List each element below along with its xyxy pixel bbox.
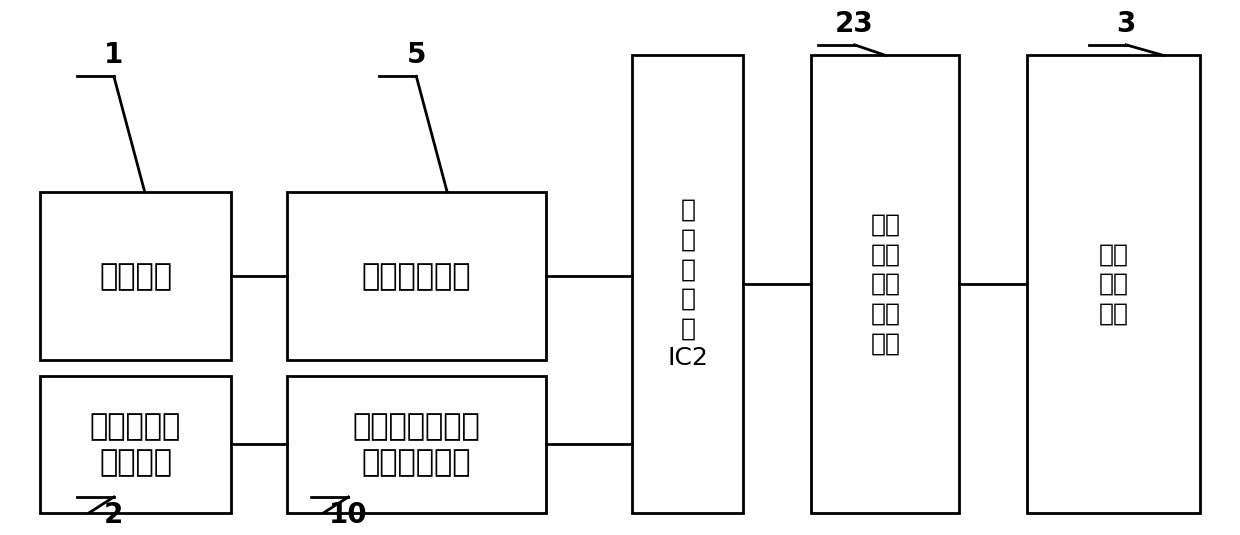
Bar xyxy=(632,55,744,513)
Bar xyxy=(286,192,546,360)
Text: 1: 1 xyxy=(104,41,124,70)
Bar xyxy=(811,55,960,513)
Text: 电源稳压电路: 电源稳压电路 xyxy=(362,262,471,291)
Text: 动力电池组电压
信号拾取电路: 动力电池组电压 信号拾取电路 xyxy=(352,412,480,477)
Text: 油门
执行
机构: 油门 执行 机构 xyxy=(1099,242,1128,326)
Text: 电混汽车动
力电池组: 电混汽车动 力电池组 xyxy=(89,412,181,477)
Bar xyxy=(40,192,231,360)
Text: 5: 5 xyxy=(407,41,427,70)
Text: 10: 10 xyxy=(329,501,368,529)
Text: 3: 3 xyxy=(1116,10,1136,38)
Bar xyxy=(1028,55,1200,513)
Bar xyxy=(40,376,231,513)
Text: 供电电源: 供电电源 xyxy=(99,262,172,291)
Text: 23: 23 xyxy=(836,10,874,38)
Bar xyxy=(286,376,546,513)
Text: 2: 2 xyxy=(104,501,124,529)
Text: 油门
执行
机构
控制
电路: 油门 执行 机构 控制 电路 xyxy=(870,212,900,355)
Text: 主
控
制
芯
片
IC2: 主 控 制 芯 片 IC2 xyxy=(667,198,708,370)
